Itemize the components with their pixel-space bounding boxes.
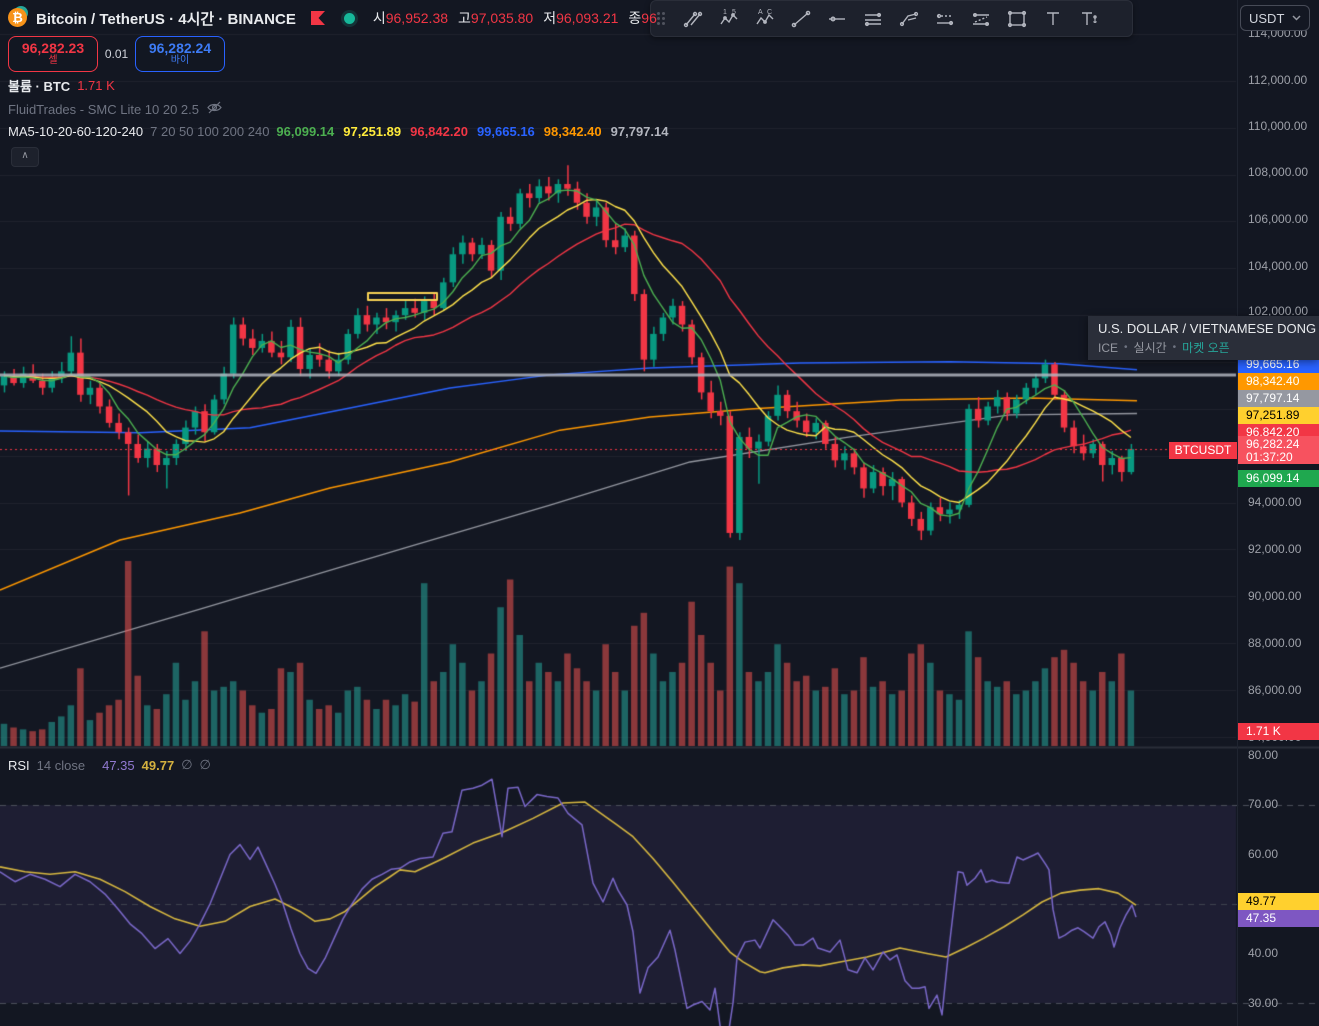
collapse-legend-button[interactable]: ∧ [11, 147, 39, 167]
axis-label: 70.00 [1248, 797, 1279, 811]
tooltip-market-open: 마켓 오픈 [1182, 341, 1230, 355]
axis-label: 94,000.00 [1248, 495, 1302, 509]
svg-text:5: 5 [732, 9, 736, 16]
flat-channel-icon[interactable] [927, 4, 963, 34]
ma-value-2: 96,842.20 [410, 124, 468, 139]
axis-label: 106,000.00 [1248, 212, 1309, 226]
buy-price: 96,282.24 [148, 40, 212, 57]
symbol-title[interactable]: Bitcoin / TetherUS · 4시간 · BINANCE [36, 10, 296, 28]
price-label-chip: 97,797.14 [1238, 390, 1319, 407]
market-status-icon[interactable] [343, 12, 355, 24]
axis-label: 104,000.00 [1248, 259, 1309, 273]
trend-line-icon[interactable] [783, 4, 819, 34]
svg-text:C: C [767, 9, 772, 16]
volume-legend[interactable]: 볼륨 · BTC 1.71 K [8, 76, 115, 95]
ma-value-4: 98,342.40 [543, 124, 602, 139]
parallel-channel-icon[interactable] [855, 4, 891, 34]
rectangle-icon[interactable] [999, 4, 1035, 34]
axis-separator [1237, 0, 1238, 1026]
trade-widget: 96,282.23 셀 0.01 96,282.24 바이 [8, 36, 225, 72]
chart-header: ₿ Bitcoin / TetherUS · 4시간 · BINANCE 시96… [8, 6, 657, 29]
smc-indicator-title: FluidTrades - SMC Lite 10 20 2.5 [8, 101, 199, 117]
axis-label: 80.00 [1248, 748, 1279, 762]
flag-icon[interactable] [310, 10, 326, 26]
sell-price: 96,282.23 [21, 40, 85, 57]
price-label-chip: 97,251.89 [1238, 407, 1319, 424]
rsi-value: 47.35 [102, 757, 135, 773]
rsi-ma-value: 49.77 [141, 757, 175, 773]
currency-label: USDT [1249, 10, 1285, 26]
ohlc-3: 종96 [628, 10, 657, 26]
drag-handle-icon[interactable] [657, 12, 671, 25]
svg-text:1: 1 [723, 9, 727, 16]
chevron-down-icon [1292, 15, 1301, 21]
ma-title: MA5-10-20-60-120-240 [8, 124, 144, 139]
price-label-chip: 96,282.24 01:37:20 [1238, 436, 1319, 464]
sell-label: 셀 [48, 55, 58, 67]
volume-title: 볼륨 · BTC [8, 79, 71, 94]
rsi-legend[interactable]: RSI 14 close 47.35 49.77 ∅ ∅ [8, 757, 211, 773]
spread-value: 0.01 [104, 47, 129, 61]
price-label-chip: 96,099.14 [1238, 470, 1319, 487]
axis-label: 90,000.00 [1248, 589, 1302, 603]
sell-button[interactable]: 96,282.23 셀 [8, 36, 98, 72]
price-label-chip: 98,342.40 [1238, 373, 1319, 390]
volume-value: 1.71 K [77, 78, 115, 93]
price-label-chip: 1.71 K [1238, 723, 1319, 740]
symbol-tooltip: U.S. DOLLAR / VIETNAMESE DONG ICE • 실시간 … [1088, 316, 1319, 360]
price-label-chip: 99,665.16 [1238, 356, 1319, 373]
buy-label: 바이 [170, 55, 190, 67]
ma-value-0: 96,099.14 [276, 124, 335, 139]
ohlc-1: 고97,035.80 [458, 10, 534, 26]
symbol-logo-icon[interactable]: ₿ [8, 6, 28, 28]
ma-value-1: 97,251.89 [343, 124, 402, 139]
axis-label: 92,000.00 [1248, 542, 1302, 556]
axis-label: 30.00 [1248, 996, 1279, 1010]
eye-off-icon[interactable] [206, 100, 223, 118]
text-icon[interactable] [1035, 4, 1071, 34]
ohlc-values: 시96,952.38 고97,035.80 저96,093.21 종96 [373, 8, 657, 28]
axis-label: 108,000.00 [1248, 165, 1309, 179]
anchored-text-icon[interactable] [1071, 4, 1107, 34]
ma-value-3: 99,665.16 [476, 124, 535, 139]
axis-label: 86,000.00 [1248, 683, 1302, 697]
rsi-params: 14 close [36, 757, 86, 773]
axis-label: 110,000.00 [1248, 119, 1308, 133]
axis-label: 40.00 [1248, 946, 1279, 960]
smc-indicator-legend[interactable]: FluidTrades - SMC Lite 10 20 2.5 [8, 100, 223, 118]
price-label-chip: 49.77 [1238, 893, 1319, 910]
horizontal-ray-icon[interactable] [819, 4, 855, 34]
tooltip-title: U.S. DOLLAR / VIETNAMESE DONG [1098, 321, 1317, 336]
axis-label: 112,000.00 [1248, 73, 1308, 87]
axis-label: 102,000.00 [1248, 304, 1309, 318]
rsi-source-icon[interactable]: ∅ [199, 757, 211, 772]
tooltip-exchange: ICE [1098, 340, 1119, 355]
pitchfork-icon[interactable] [891, 4, 927, 34]
tooltip-realtime: 실시간 [1133, 341, 1167, 355]
price-label-chip: 47.35 [1238, 910, 1319, 927]
symbol-price-tag: BTCUSDT [1169, 442, 1237, 459]
currency-dropdown[interactable]: USDT [1240, 5, 1310, 31]
disjoint-channel-icon[interactable] [963, 4, 999, 34]
svg-text:A: A [758, 9, 763, 16]
ma-params: 7 20 50 100 200 240 [150, 124, 270, 139]
axis-label: 88,000.00 [1248, 636, 1302, 650]
rsi-title: RSI [8, 757, 30, 773]
axis-label: 60.00 [1248, 847, 1279, 861]
rsi-source-icon[interactable]: ∅ [181, 757, 193, 772]
ohlc-2: 저96,093.21 [543, 10, 619, 26]
buy-button[interactable]: 96,282.24 바이 [135, 36, 225, 72]
cross-trendlines-icon[interactable] [675, 4, 711, 34]
ma-value-5: 97,797.14 [610, 124, 669, 139]
ma-legend[interactable]: MA5-10-20-60-120-240 7 20 50 100 200 240… [8, 124, 668, 139]
ohlc-0: 시96,952.38 [372, 10, 449, 26]
